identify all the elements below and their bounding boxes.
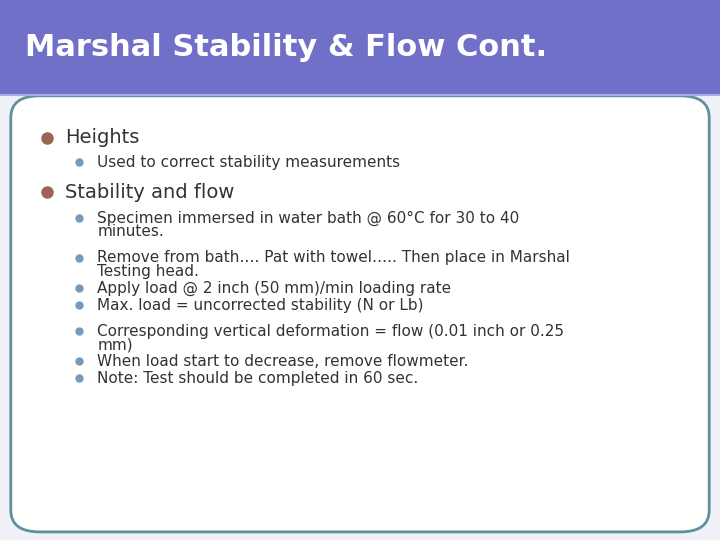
Text: Stability and flow: Stability and flow xyxy=(65,183,234,201)
Text: Specimen immersed in water bath @ 60°C for 30 to 40: Specimen immersed in water bath @ 60°C f… xyxy=(97,211,519,226)
Text: When load start to decrease, remove flowmeter.: When load start to decrease, remove flow… xyxy=(97,354,469,369)
Bar xyxy=(0,0,720,94)
Text: Max. load = uncorrected stability (N or Lb): Max. load = uncorrected stability (N or … xyxy=(97,298,423,313)
FancyBboxPatch shape xyxy=(11,96,709,532)
Text: minutes.: minutes. xyxy=(97,224,164,239)
Text: Note: Test should be completed in 60 sec.: Note: Test should be completed in 60 sec… xyxy=(97,371,418,386)
Text: Used to correct stability measurements: Used to correct stability measurements xyxy=(97,155,400,170)
Text: Apply load @ 2 inch (50 mm)/min loading rate: Apply load @ 2 inch (50 mm)/min loading … xyxy=(97,281,451,296)
Text: Marshal Stability & Flow Cont.: Marshal Stability & Flow Cont. xyxy=(25,33,547,62)
Text: Testing head.: Testing head. xyxy=(97,264,199,279)
Text: Heights: Heights xyxy=(65,128,139,147)
Text: mm): mm) xyxy=(97,337,132,352)
Text: Corresponding vertical deformation = flow (0.01 inch or 0.25: Corresponding vertical deformation = flo… xyxy=(97,323,564,339)
Text: Remove from bath…. Pat with towel….. Then place in Marshal: Remove from bath…. Pat with towel….. The… xyxy=(97,251,570,265)
